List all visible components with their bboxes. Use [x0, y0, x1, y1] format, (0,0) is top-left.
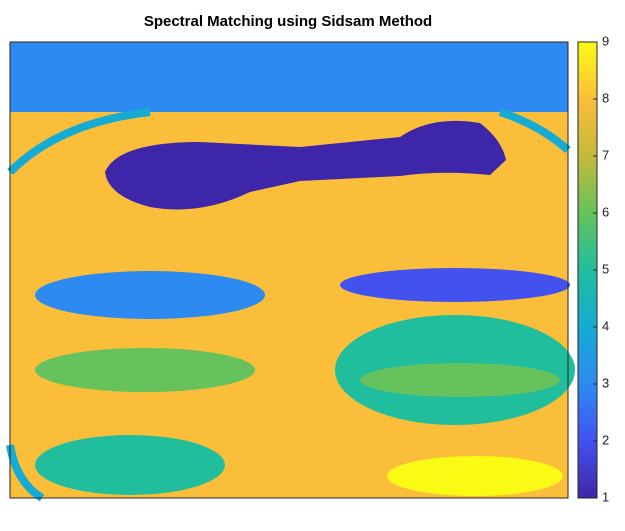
colorbar-tick-label: 8: [602, 90, 609, 105]
class-region: [35, 348, 255, 392]
class-region: [360, 363, 560, 397]
page: Spectral Matching using Sidsam Method 1 2…: [0, 0, 625, 531]
colorbar-tick-label: 3: [602, 375, 609, 390]
colorbar-tick-label: 4: [602, 318, 609, 333]
class-region: [35, 435, 225, 495]
class-region: [340, 268, 570, 302]
colorbar-tick-label: 6: [602, 204, 609, 219]
colorbar-tick-label: 1: [602, 489, 609, 504]
chart-title: Spectral Matching using Sidsam Method: [144, 13, 432, 30]
colorbar-tick-label: 2: [602, 432, 609, 447]
class-region: [10, 42, 568, 112]
image: [10, 42, 575, 498]
class-region: [35, 271, 265, 319]
colorbar-tick-label: 9: [602, 33, 609, 48]
chart: Spectral Matching using Sidsam Method 1 2…: [0, 0, 625, 531]
colorbar-tick-label: 7: [602, 147, 609, 162]
colorbar-tick-label: 5: [602, 261, 609, 276]
class-region: [387, 456, 563, 496]
